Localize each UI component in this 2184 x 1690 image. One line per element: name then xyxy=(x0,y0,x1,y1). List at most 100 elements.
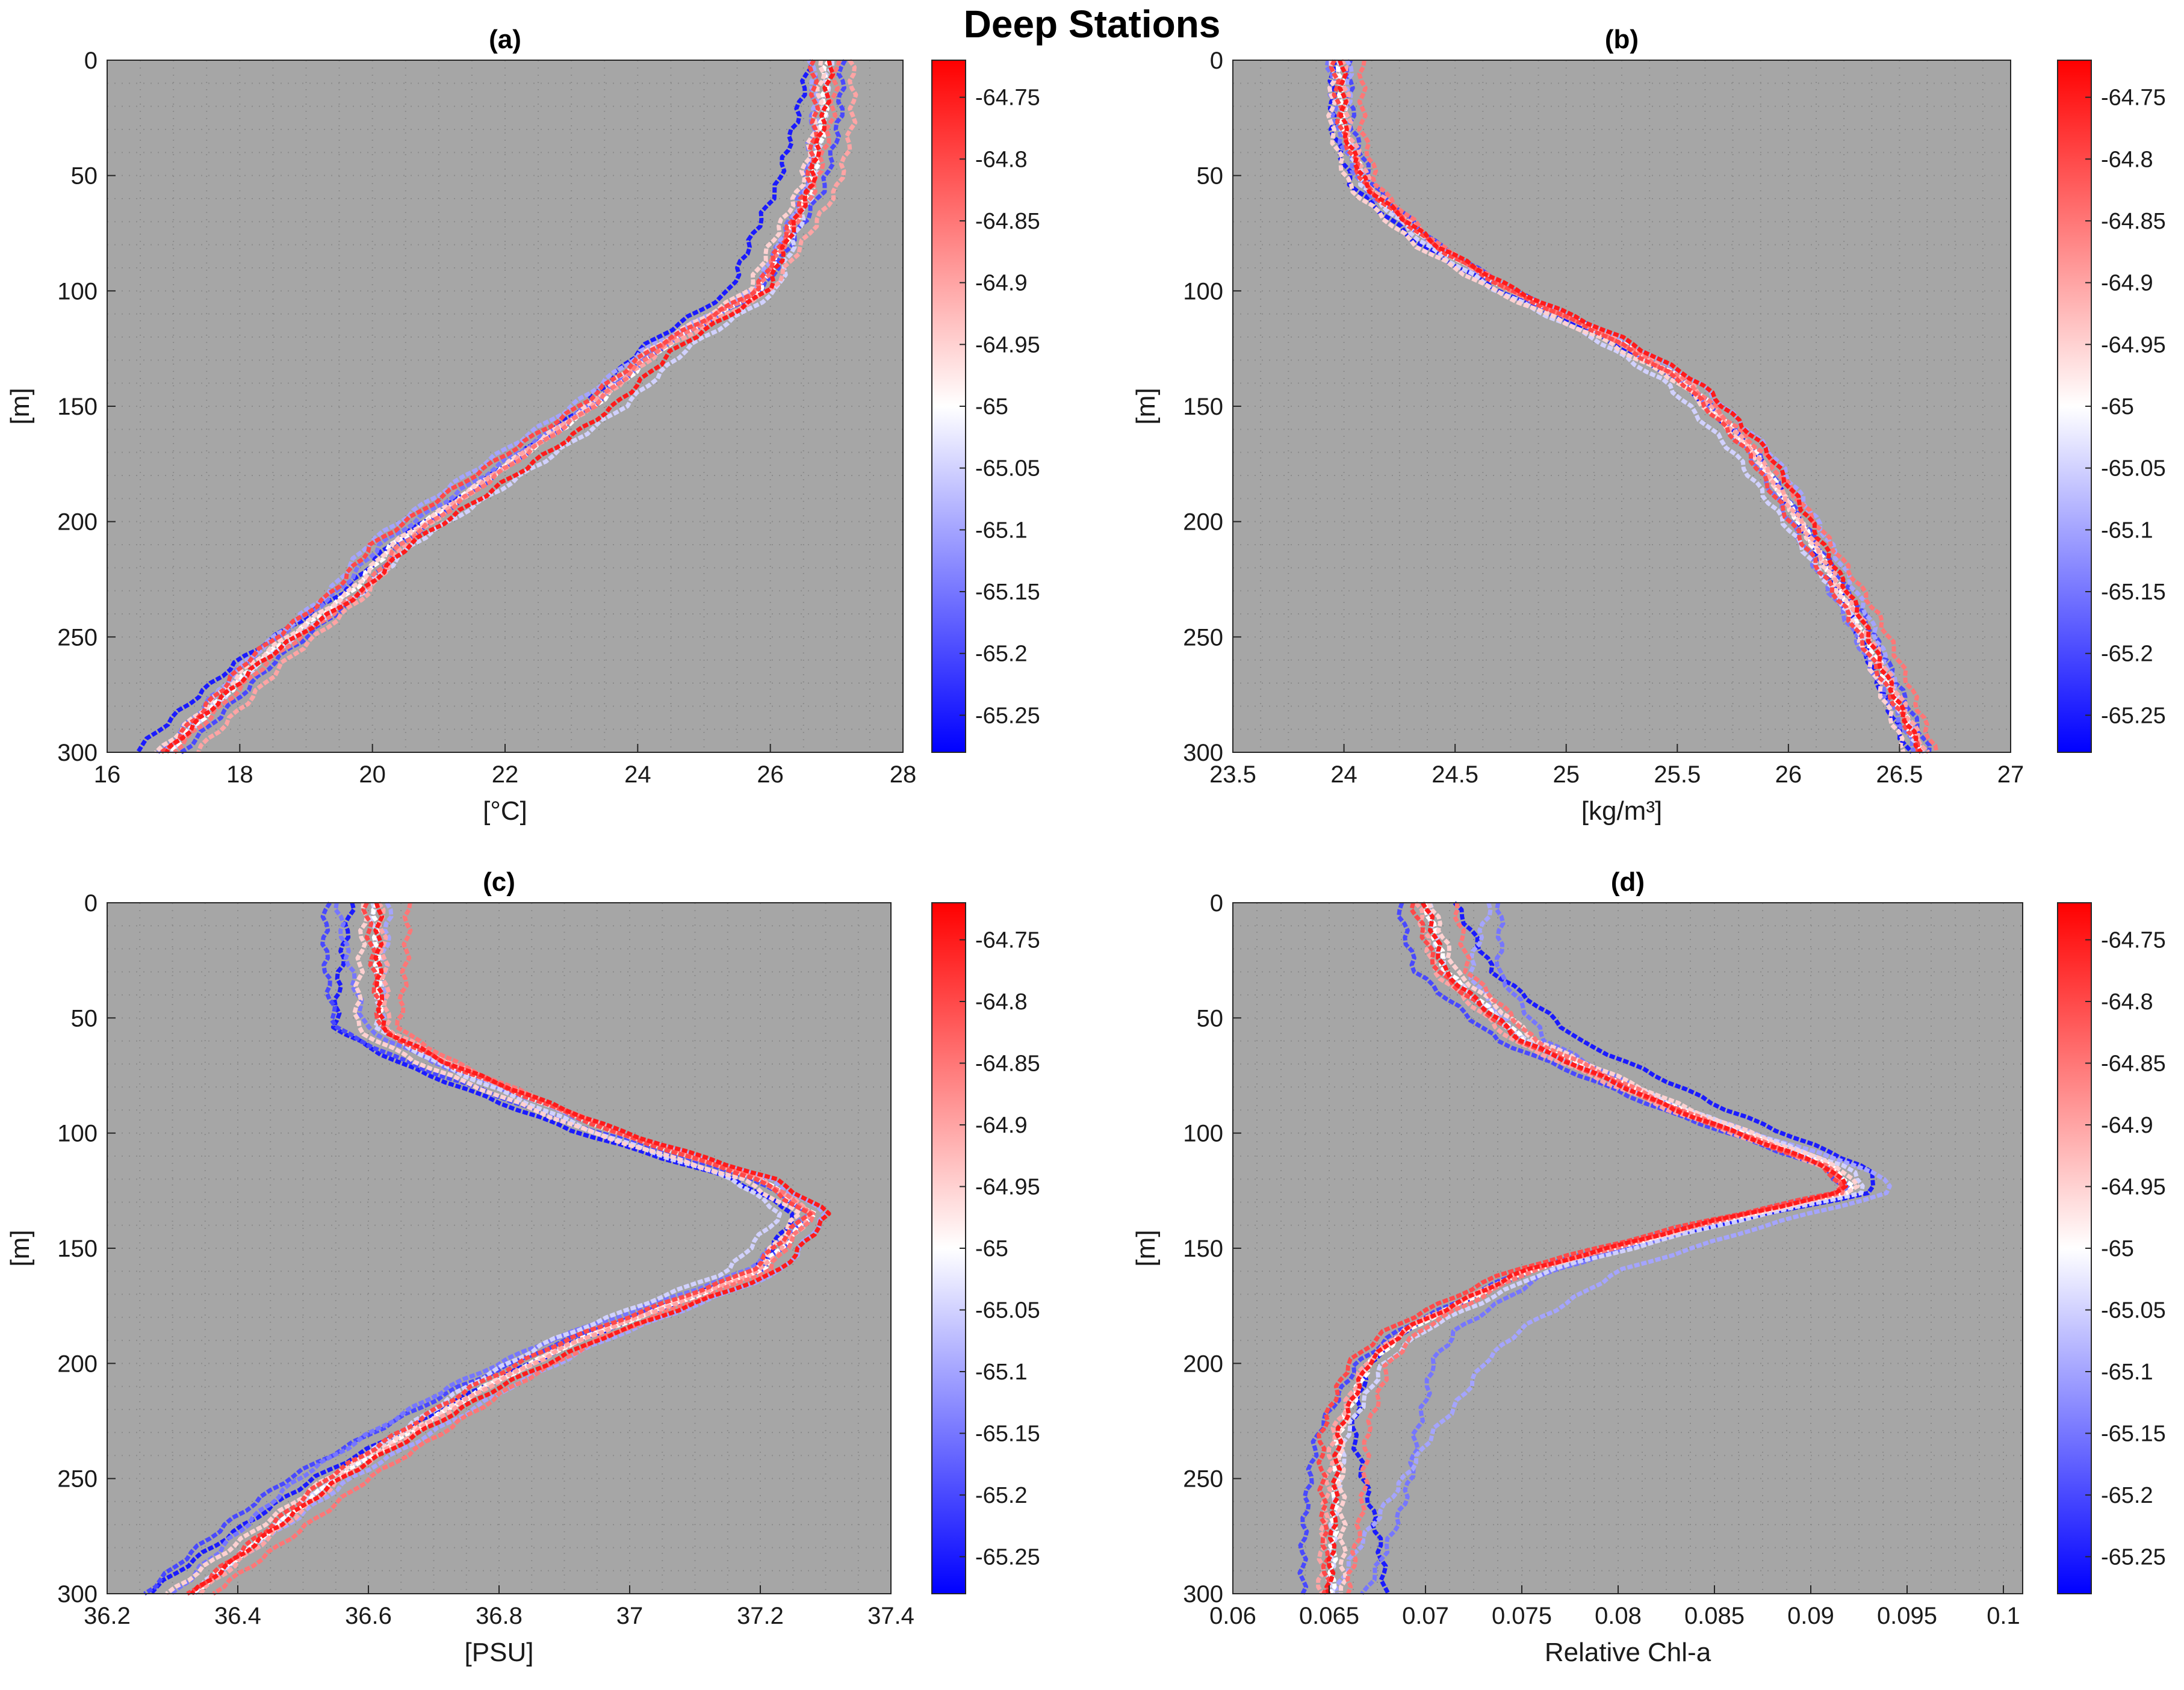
x-tick-label: 36.2 xyxy=(84,1603,131,1629)
colorbar-tick-label: -65 xyxy=(975,394,1008,419)
y-tick-label: 0 xyxy=(84,48,98,74)
colorbar-tick-label: -65.2 xyxy=(975,642,1028,667)
x-tick-label: 36.6 xyxy=(345,1603,392,1629)
series-line-a-10 xyxy=(164,60,836,754)
y-axis-label: [m] xyxy=(1131,1230,1161,1266)
y-tick-label: 0 xyxy=(84,890,98,917)
x-tick-label: 26 xyxy=(757,761,784,788)
x-tick-label: 0.065 xyxy=(1299,1603,1359,1629)
colorbar-tick-label: -64.8 xyxy=(2101,989,2153,1015)
colorbar: -64.75 -64.8 -64.85 -64.9 -64.95 -65 -65.05 -65… xyxy=(2057,60,2166,753)
x-tick-label: 23.5 xyxy=(1209,761,1256,788)
colorbar-tick-label: -64.95 xyxy=(975,1175,1040,1200)
colorbar-tick-label: -65.15 xyxy=(2101,580,2166,605)
colorbar-tick-label: -65 xyxy=(2101,1236,2134,1261)
y-tick-label: 150 xyxy=(1183,1236,1223,1262)
y-tick-label: 100 xyxy=(1183,278,1223,305)
series-line-a-8 xyxy=(173,60,842,754)
colorbar-tick-label: -64.85 xyxy=(2101,209,2166,234)
panel-title: (a) xyxy=(489,25,521,54)
colorbar-tick-label: -65.05 xyxy=(975,1298,1040,1323)
series-line-d-4 xyxy=(1326,902,1865,1594)
colorbar-tick-label: -65.25 xyxy=(2101,1545,2166,1570)
y-axis-label: [m] xyxy=(5,1230,35,1266)
y-tick-label: 250 xyxy=(57,624,98,651)
figure-title: Deep Stations xyxy=(964,2,1221,46)
panel-title: (d) xyxy=(1611,867,1645,897)
y-tick-label: 200 xyxy=(1183,1351,1223,1377)
x-tick-label: 37.4 xyxy=(867,1603,914,1629)
x-tick-label: 0.095 xyxy=(1877,1603,1937,1629)
series-group xyxy=(143,901,831,1596)
series-line-d-10 xyxy=(1324,902,1848,1594)
y-tick-label: 0 xyxy=(1210,48,1223,74)
x-tick-label: 24.5 xyxy=(1432,761,1478,788)
series-line-b-10 xyxy=(1337,59,1923,754)
x-tick-label: 16 xyxy=(94,761,121,788)
x-tick-label: 0.085 xyxy=(1684,1603,1745,1629)
x-tick-label: 20 xyxy=(359,761,386,788)
x-tick-label: 0.07 xyxy=(1402,1603,1449,1629)
x-tick-label: 22 xyxy=(492,761,519,788)
y-tick-label: 50 xyxy=(71,163,98,190)
series-line-b-8 xyxy=(1357,60,1939,753)
y-tick-label: 50 xyxy=(1197,163,1224,190)
x-tick-label: 26 xyxy=(1775,761,1802,788)
colorbar-tick-label: -64.8 xyxy=(975,147,1028,172)
colorbar-tick-label: -65.2 xyxy=(975,1483,1028,1508)
x-tick-label: 0.08 xyxy=(1595,1603,1642,1629)
y-tick-label: 250 xyxy=(1183,1466,1223,1493)
y-tick-label: 300 xyxy=(57,740,98,766)
series-group xyxy=(136,58,858,754)
panels: 16 18 20 22 24 26 28050100150200250300(a)[°C][… xyxy=(5,25,2166,1667)
colorbar-tick-label: -65.25 xyxy=(975,703,1040,728)
series-line-a-6 xyxy=(154,60,827,754)
x-tick-label: 0.06 xyxy=(1209,1603,1256,1629)
x-tick-label: 26.5 xyxy=(1876,761,1923,788)
series-group xyxy=(1297,901,1892,1596)
colorbar-tick-label: -65.25 xyxy=(2101,703,2166,728)
colorbar-tick-label: -65.1 xyxy=(2101,1360,2153,1385)
colorbar-tick-label: -64.75 xyxy=(2101,85,2166,111)
panel-a: 16 18 20 22 24 26 28 0 50 100 150 200 250 300 (a) [°C] [… xyxy=(5,25,1040,826)
colorbar: -64.75 -64.8 -64.85 -64.9 -64.95 -65 -65.05 -65… xyxy=(931,60,1040,753)
y-tick-label: 300 xyxy=(1183,740,1223,766)
colorbar: -64.75 -64.8 -64.85 -64.9 -64.95 -65 -65.05 -65… xyxy=(2057,902,2166,1594)
colorbar-tick-label: -65.05 xyxy=(975,456,1040,481)
y-tick-label: 200 xyxy=(57,1351,98,1377)
colorbar-tick-label: -64.8 xyxy=(975,989,1028,1015)
colorbar-tick-label: -65.15 xyxy=(975,1422,1040,1447)
colorbar-tick-label: -64.95 xyxy=(975,332,1040,358)
x-tick-label: 36.8 xyxy=(476,1603,523,1629)
y-tick-label: 100 xyxy=(57,1121,98,1147)
x-axis-label: [PSU] xyxy=(465,1638,534,1667)
colorbar-tick-label: -65.2 xyxy=(2101,1483,2153,1508)
series-line-c-1 xyxy=(143,902,815,1596)
y-axis-label: [m] xyxy=(5,388,35,424)
series-line-b-6 xyxy=(1326,60,1906,754)
series-line-d-0 xyxy=(1350,901,1876,1595)
y-tick-label: 0 xyxy=(1210,890,1223,917)
y-tick-label: 150 xyxy=(57,1236,98,1262)
x-axis-label: [°C] xyxy=(483,796,527,826)
series-line-c-10 xyxy=(190,902,831,1596)
panel-title: (b) xyxy=(1605,25,1639,54)
series-line-c-8 xyxy=(212,902,816,1596)
colorbar-tick-label: -64.95 xyxy=(2101,1175,2166,1200)
panel-d: 0.06 0.065 0.07 0.075 0.08 0.085 0.09 0.095 0.1 0… xyxy=(1131,867,2166,1667)
y-tick-label: 50 xyxy=(71,1005,98,1032)
x-tick-label: 28 xyxy=(890,761,917,788)
colorbar-tick-label: -64.75 xyxy=(2101,928,2166,953)
series-line-c-9 xyxy=(186,902,813,1596)
colorbar-tick-label: -65.2 xyxy=(2101,642,2153,667)
x-tick-label: 27 xyxy=(1997,761,2024,788)
colorbar: -64.75 -64.8 -64.85 -64.9 -64.95 -65 -65.05 -65… xyxy=(931,902,1040,1594)
x-tick-label: 36.4 xyxy=(214,1603,261,1629)
y-tick-label: 100 xyxy=(57,278,98,305)
x-tick-label: 0.1 xyxy=(1987,1603,2020,1629)
x-tick-label: 0.075 xyxy=(1492,1603,1552,1629)
x-tick-label: 18 xyxy=(226,761,253,788)
colorbar-tick-label: -65.1 xyxy=(975,1360,1028,1385)
colorbar-tick-label: -64.9 xyxy=(975,271,1028,296)
